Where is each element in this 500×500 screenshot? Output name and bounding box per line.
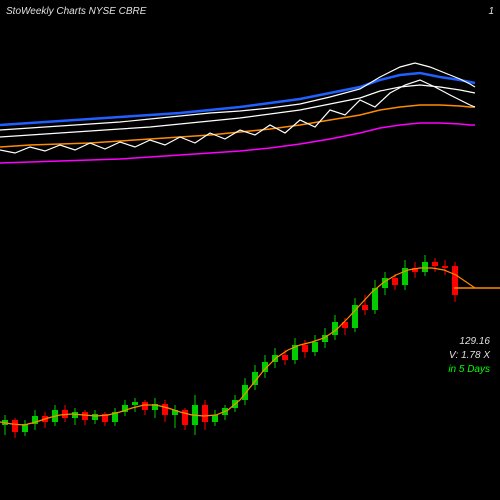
candle-up [312,342,318,352]
candle-down [282,355,288,360]
candle-down [442,266,448,268]
chart-title: StoWeekly Charts NYSE CBRE [6,6,146,17]
last-price: 129.16 [448,335,490,349]
candle-up [212,415,218,422]
candle-down [452,266,458,295]
candle-down [82,412,88,420]
candlestick-chart [0,200,500,480]
white-jagged [0,80,475,153]
candle-up [92,414,98,420]
candle-up [132,402,138,405]
blue-line [0,73,475,125]
days-label: in 5 Days [448,363,490,377]
chart-header: StoWeekly Charts NYSE CBRE 1 [6,6,494,17]
page-number: 1 [488,6,494,17]
candle-down [162,404,168,415]
candle-down [302,345,308,352]
candle-down [202,405,208,422]
moving-average-line [0,268,475,425]
volume-label: V: 1.78 X [448,349,490,363]
candle-down [392,278,398,285]
candle-down [12,420,18,432]
candle-down [142,402,148,410]
candle-up [422,262,428,272]
upper-line-chart [0,25,500,175]
candle-down [362,305,368,310]
price-info-box: 129.16 V: 1.78 X in 5 Days [448,335,490,377]
candle-up [242,385,248,400]
candle-down [432,262,438,266]
